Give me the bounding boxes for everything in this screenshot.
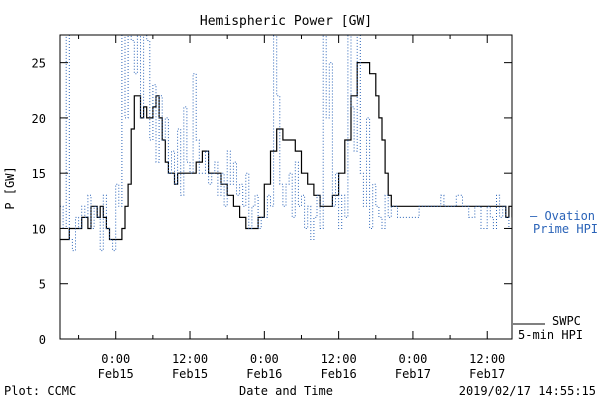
y-tick-label: 0 [39,333,46,347]
x-tick-time-label: 0:00 [398,352,427,366]
y-tick-label: 20 [32,112,46,126]
x-tick-time-label: 12:00 [172,352,208,366]
x-tick-date-label: Feb16 [321,367,357,381]
y-tick-label: 25 [32,57,46,71]
y-axis: 0 5 10 15 20 25 [32,57,512,347]
plot-area [59,34,513,340]
x-tick-date-label: Feb17 [469,367,505,381]
plot-frame [59,34,513,340]
x-tick-date-label: Feb17 [395,367,431,381]
legend-ovation-line2: Prime HPI [533,222,598,236]
x-tick-time-label: 12:00 [469,352,505,366]
y-tick-label: 5 [39,278,46,292]
x-tick-time-label: 0:00 [101,352,130,366]
chart-title: Hemispheric Power [GW] [200,14,372,29]
x-tick-date-label: Feb16 [246,367,282,381]
plot-credit: Plot: CCMC [4,384,76,398]
legend-ovation-line1: — Ovation [530,209,595,223]
x-axis: 0:00Feb1512:00Feb150:00Feb1612:00Feb160:… [78,35,505,381]
x-axis-label: Date and Time [239,384,333,398]
legend-swpc-line1: SWPC [552,314,581,328]
y-tick-label: 15 [32,167,46,181]
x-tick-date-label: Feb15 [172,367,208,381]
legend-swpc-line2: 5-min HPI [518,328,583,342]
plot-timestamp: 2019/02/17 14:55:15 [459,384,596,398]
x-tick-time-label: 0:00 [250,352,279,366]
x-tick-time-label: 12:00 [321,352,357,366]
x-tick-date-label: Feb15 [98,367,134,381]
series-line-ovation [60,35,512,252]
series-line-swpc [60,62,512,241]
y-axis-label: P [GW] [3,166,17,209]
y-tick-label: 10 [32,222,46,236]
